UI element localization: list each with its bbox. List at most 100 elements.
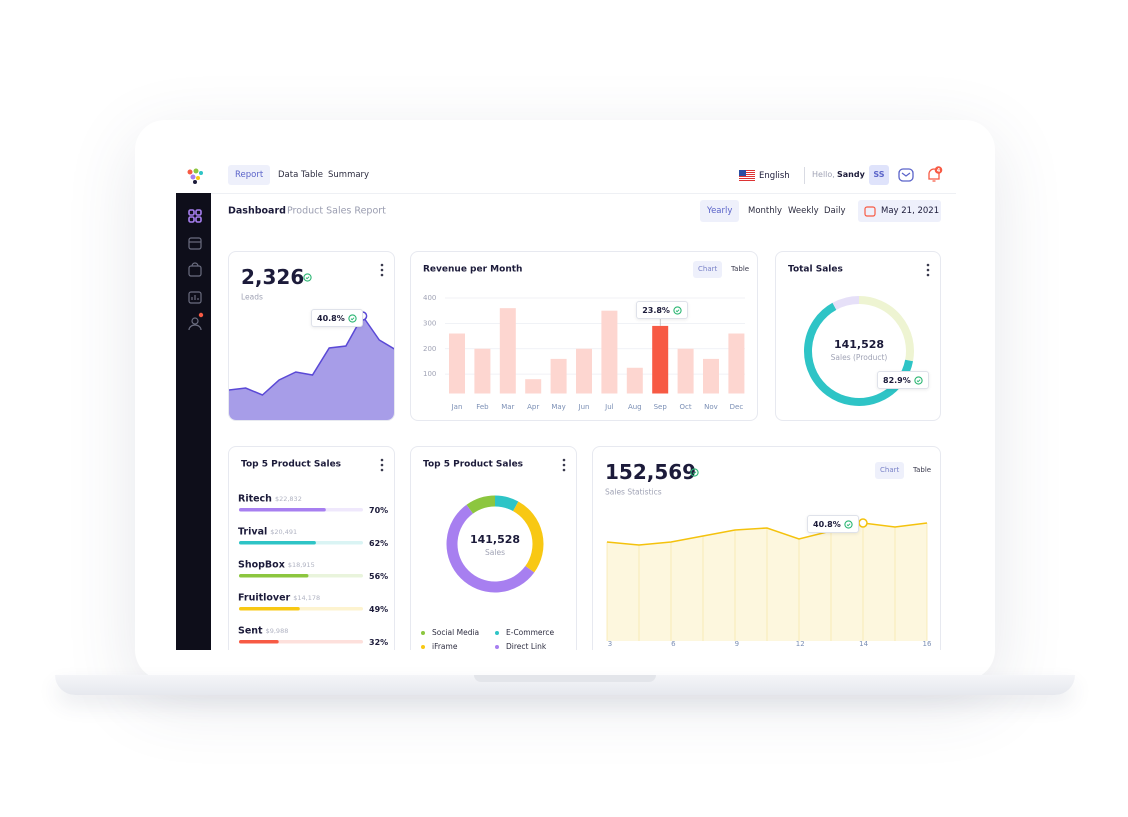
more-menu[interactable] (380, 458, 384, 472)
menu-dot (562, 468, 566, 472)
date-picker[interactable]: May 21, 2021 (858, 200, 941, 222)
bar (728, 333, 745, 394)
user-name: Sandy (837, 170, 865, 179)
icon-bag[interactable] (188, 262, 202, 277)
progress-fill (239, 541, 316, 545)
menu-dot (380, 463, 384, 467)
menu-dot (380, 458, 384, 462)
sales-label: Sales Statistics (605, 487, 662, 497)
leads-card: 2,326 Leads 40.8% (228, 251, 395, 421)
separator (804, 167, 805, 184)
x-tick-label: Jun (578, 403, 590, 411)
check-mark (692, 471, 697, 475)
check-circle (844, 519, 853, 529)
menu-dot (380, 268, 384, 272)
flag-stripe (739, 172, 755, 173)
badge-value: 23.8% (642, 305, 670, 315)
check-circle (914, 375, 923, 385)
legend-label: Direct Link (506, 642, 547, 650)
icon-dashboard[interactable] (188, 209, 202, 223)
progress-fill (239, 640, 279, 644)
x-tick-label: 14 (859, 640, 868, 648)
icon-calendar[interactable] (188, 237, 202, 250)
sales-line-chart: 3 6 9 12 14 16 (606, 518, 932, 648)
product-amount: $20,491 (270, 527, 298, 536)
avatar[interactable]: SS (869, 165, 889, 185)
progress-fill (239, 574, 309, 578)
toggle-option[interactable]: Table (913, 466, 932, 474)
bell-icon[interactable]: 4 (926, 166, 943, 183)
more-menu[interactable] (380, 263, 384, 277)
x-tick-label: Mar (501, 403, 514, 411)
sales-statistics-card: 152,569 Sales Statistics Chart Table 3 6 9 12 14… (592, 446, 941, 650)
x-tick-label: May (551, 403, 565, 411)
revenue-bar-chart: 100 200 300 400 Jan Feb Mar Apr May Jun Jul Aug Sep O… (423, 294, 745, 411)
calendar-outline (864, 206, 876, 217)
more-menu[interactable] (926, 263, 930, 277)
period-button[interactable]: Weekly (788, 206, 819, 216)
nav-tab[interactable]: Summary (328, 170, 370, 180)
donut-value: 141,528 (834, 338, 884, 351)
product-name: Fruitlover (238, 592, 291, 604)
toggle-option[interactable]: Table (731, 265, 750, 273)
y-tick-label: 100 (423, 370, 436, 378)
x-tick-label: Sep (654, 403, 668, 411)
period-button[interactable]: Yearly (700, 200, 740, 222)
total-sales-card: Total Sales 141,528 Sales (Product) 82.9% (775, 251, 941, 421)
period-button[interactable]: Monthly (748, 206, 783, 216)
check-icon (690, 468, 699, 477)
icon-users[interactable] (188, 312, 204, 331)
check-circle (673, 305, 682, 315)
menu-dot (926, 268, 930, 272)
language[interactable]: English (759, 170, 790, 181)
x-tick-label: Dec (730, 403, 744, 411)
toggle-option-active[interactable]: Chart (693, 261, 723, 278)
nav-tab[interactable]: Data Table (278, 170, 323, 180)
bar (677, 348, 694, 394)
bar (499, 308, 516, 394)
check-circle (348, 313, 357, 323)
area-line (229, 314, 394, 396)
area-fill (229, 316, 394, 420)
x-tick-label: 9 (735, 640, 739, 648)
legend-swatch (421, 645, 425, 649)
badge: 40.8% (807, 515, 859, 533)
sidebar-icons (188, 209, 204, 331)
product-percent: 70% (369, 506, 389, 515)
progress-bar (239, 541, 363, 545)
sidebar (176, 193, 211, 650)
bar (576, 348, 592, 394)
donut-segment (832, 296, 860, 310)
menu-dot (562, 458, 566, 462)
product-amount: $22,832 (274, 494, 302, 503)
flag-canton (739, 170, 746, 176)
line (606, 522, 928, 546)
check-icon (673, 305, 682, 315)
donut-label: Sales (Product) (831, 353, 888, 362)
flag-stripe (739, 178, 755, 179)
channel-donut: 141,528 Sales Social Media E-Commerce iFrame… (421, 495, 555, 650)
check-mark (916, 378, 921, 382)
toggle-option-active[interactable]: Chart (875, 462, 905, 479)
bar (626, 367, 643, 394)
y-tick-label: 400 (423, 294, 436, 302)
icon-chart[interactable] (188, 291, 202, 304)
badge: 82.9% (877, 371, 929, 389)
top-products-card: Top 5 Product Sales Ritech $22,832 70% Triva… (228, 446, 395, 650)
legend-swatch (495, 645, 499, 649)
date-text: May 21, 2021 (881, 205, 940, 216)
nav-tab[interactable]: Report (228, 165, 271, 185)
bar (601, 310, 618, 394)
donut-segment (494, 495, 519, 512)
menu-dot (380, 263, 384, 267)
product-name: Sent (238, 625, 263, 637)
mail-icon[interactable] (898, 167, 915, 184)
period-button[interactable]: Daily (824, 206, 846, 216)
check-circle (303, 273, 312, 282)
x-tick-label: 3 (608, 640, 612, 648)
channel-sales-card: Top 5 Product Sales 141,528 Sales Social Me… (410, 446, 577, 650)
more-menu[interactable] (562, 458, 566, 472)
badge-dot (934, 166, 943, 174)
legend-label: Social Media (432, 628, 479, 637)
